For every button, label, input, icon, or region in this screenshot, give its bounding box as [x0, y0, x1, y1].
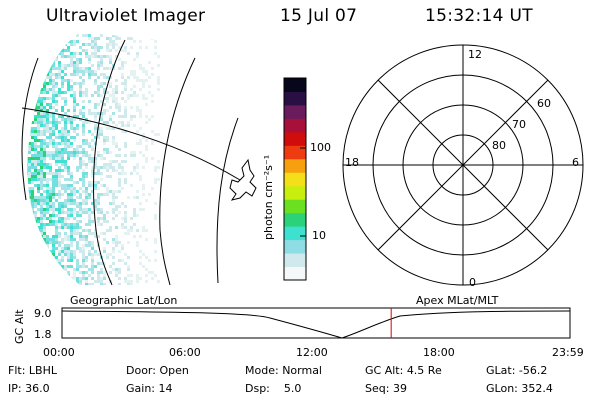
- status-dsp: Dsp: 5.0: [245, 382, 302, 395]
- colorbar-tick-10: 10: [312, 229, 326, 242]
- colorbar-cell: [284, 185, 306, 200]
- colorbar-cell: [284, 172, 306, 187]
- colorbar-cell: [284, 239, 306, 254]
- longitude-line: [159, 57, 196, 286]
- earth-limb: [21, 57, 39, 201]
- colorbar-cell: [284, 253, 306, 268]
- colorbar-cell: [284, 78, 306, 92]
- longitude-line: [216, 117, 239, 284]
- colorbar-cell: [284, 266, 306, 281]
- mlt-label-6: 6: [572, 156, 579, 169]
- lat-label-80: 80: [492, 139, 506, 152]
- instrument-title: Ultraviolet Imager: [46, 6, 206, 26]
- mlt-label-12: 12: [468, 48, 482, 61]
- status-filter: Flt: LBHL: [8, 364, 57, 377]
- status-door: Door: Open: [126, 364, 189, 377]
- projection-left-label: Geographic Lat/Lon: [70, 294, 178, 307]
- xtick-1800: 18:00: [423, 346, 455, 359]
- colorbar-tick-100: 100: [310, 141, 331, 154]
- longitude-line: [93, 39, 126, 286]
- status-ip: IP: 36.0: [8, 382, 50, 395]
- colorbar-cell: [284, 212, 306, 227]
- altitude-ytick-max: 9.0: [34, 307, 52, 320]
- status-glon: GLon: 352.4: [486, 382, 553, 395]
- colorbar-cell: [284, 145, 306, 160]
- colorbar-cell: [284, 118, 306, 133]
- observation-time: 15:32:14 UT: [425, 6, 533, 26]
- status-gc-alt: GC Alt: 4.5 Re: [365, 364, 442, 377]
- xtick-1200: 12:00: [296, 346, 328, 359]
- colorbar-cell: [284, 226, 306, 241]
- lat-label-70: 70: [512, 118, 526, 131]
- mlt-label-18: 18: [345, 156, 359, 169]
- latitude-line: [21, 107, 241, 181]
- projection-right-label: Apex MLat/MLT: [416, 294, 499, 307]
- colorbar-cell: [284, 199, 306, 214]
- mlt-label-0: 0: [469, 276, 476, 289]
- xtick-0000: 00:00: [43, 346, 75, 359]
- altitude-ytick-min: 1.8: [34, 328, 52, 341]
- altitude-curve: [61, 310, 571, 339]
- status-gain: Gain: 14: [126, 382, 173, 395]
- colorbar-cell: [284, 131, 306, 146]
- status-seq: Seq: 39: [365, 382, 407, 395]
- coastline: [229, 158, 257, 201]
- lat-label-60: 60: [537, 97, 551, 110]
- status-glat: GLat: -56.2: [486, 364, 548, 377]
- xtick-2359: 23:59: [552, 346, 584, 359]
- xtick-0600: 06:00: [169, 346, 201, 359]
- colorbar-cell: [284, 104, 306, 119]
- status-mode: Mode: Normal: [245, 364, 322, 377]
- colorbar-cell: [284, 91, 306, 106]
- colorbar-cell: [284, 158, 306, 173]
- observation-date: 15 Jul 07: [280, 6, 358, 26]
